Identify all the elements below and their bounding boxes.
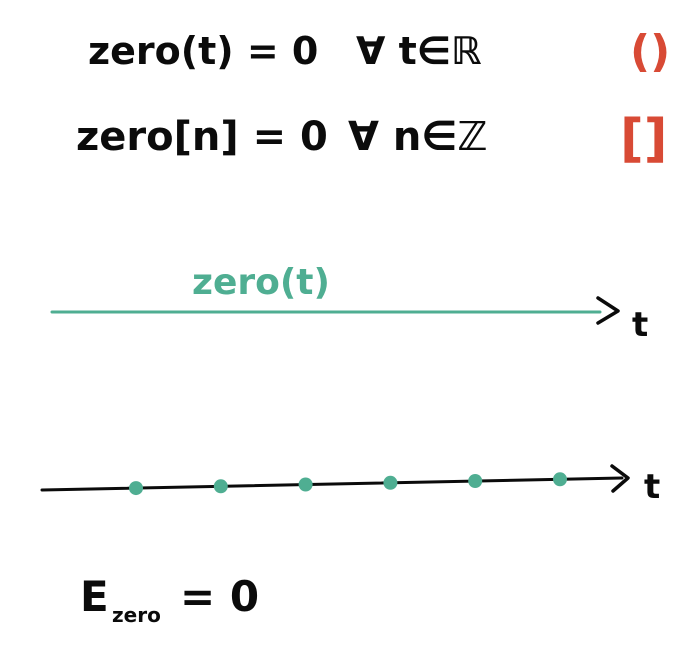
discrete-axis-arrowhead [610,464,630,493]
zero-sample-points [129,472,567,496]
continuous-axis-arrowhead [596,296,620,325]
energy-symbol: E [80,572,109,621]
square-brackets-symbol: [] [620,109,668,169]
continuous-quantifier: ∀ t∈ℝ [356,29,482,73]
energy-subscript: zero [112,603,161,627]
sample-point [213,479,228,494]
discrete-definition: zero[n] = 0 ∀ n∈ℤ [] [76,109,668,169]
continuous-signal-label: zero(t) [192,262,330,303]
parentheses-symbol: () [630,26,670,77]
energy-value: = 0 [180,572,259,621]
continuous-axis-label: t [632,305,648,345]
sample-point [129,481,143,496]
discrete-quantifier: ∀ n∈ℤ [348,114,487,160]
discrete-equation: zero[n] = 0 [76,114,328,160]
discrete-time-axis [40,476,624,492]
continuous-plot: zero(t) t [50,262,648,345]
discrete-axis-label: t [644,467,660,507]
energy-statement: E zero = 0 [80,572,259,627]
sample-point [553,472,567,487]
continuous-equation: zero(t) = 0 [88,29,318,73]
continuous-definition: zero(t) = 0 ∀ t∈ℝ () [88,26,670,77]
sample-point [383,475,398,490]
discrete-plot: t [40,464,660,507]
sample-point [298,477,313,492]
sample-point [468,474,483,488]
